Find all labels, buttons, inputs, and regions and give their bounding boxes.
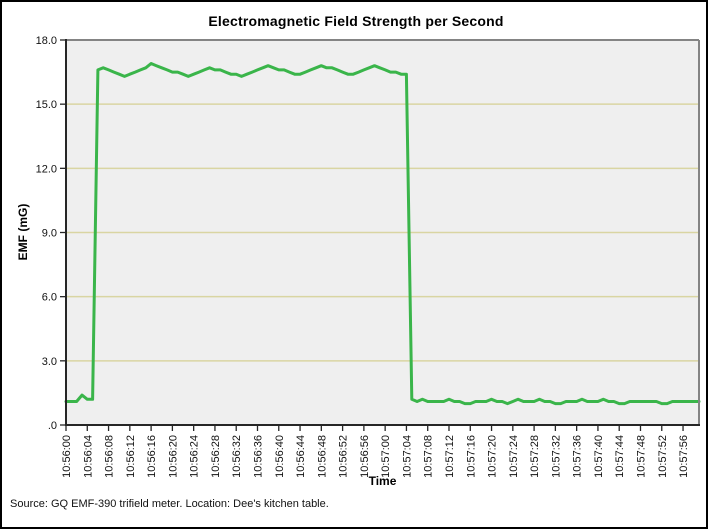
x-tick-label: 10:57:44 bbox=[614, 435, 626, 478]
x-tick-label: 10:57:40 bbox=[593, 435, 605, 478]
x-tick-label: 10:57:08 bbox=[423, 435, 435, 478]
y-tick-label: 12.0 bbox=[36, 163, 57, 175]
x-tick-label: 10:57:24 bbox=[508, 435, 520, 478]
x-tick-label: 10:56:12 bbox=[125, 435, 137, 478]
x-tick-label: 10:56:16 bbox=[146, 435, 158, 478]
y-tick-label: 3.0 bbox=[42, 356, 57, 368]
x-tick-label: 10:57:20 bbox=[487, 435, 499, 478]
x-tick-label: 10:57:04 bbox=[401, 435, 413, 478]
x-tick-label: 10:57:16 bbox=[465, 435, 477, 478]
x-tick-label: 10:56:40 bbox=[274, 435, 286, 478]
y-tick-label: 18.0 bbox=[36, 35, 57, 47]
y-tick-label: 9.0 bbox=[42, 228, 57, 240]
y-tick-label: .0 bbox=[48, 420, 57, 432]
y-tick-label: 6.0 bbox=[42, 292, 57, 304]
x-tick-label: 10:56:08 bbox=[104, 435, 116, 478]
x-tick-label: 10:57:56 bbox=[678, 435, 690, 478]
x-tick-label: 10:57:00 bbox=[380, 435, 392, 478]
x-axis-title: Time bbox=[368, 474, 397, 488]
x-tick-label: 10:57:12 bbox=[444, 435, 456, 478]
x-tick-label: 10:56:44 bbox=[295, 435, 307, 478]
source-note: Source: GQ EMF-390 trifield meter. Locat… bbox=[10, 498, 329, 510]
x-tick-label: 10:57:28 bbox=[529, 435, 541, 478]
x-tick-label: 10:57:32 bbox=[550, 435, 562, 478]
x-tick-label: 10:56:00 bbox=[61, 435, 73, 478]
x-tick-label: 10:56:56 bbox=[359, 435, 371, 478]
chart-title: Electromagnetic Field Strength per Secon… bbox=[208, 13, 504, 29]
x-tick-label: 10:57:52 bbox=[657, 435, 669, 478]
x-tick-label: 10:56:48 bbox=[316, 435, 328, 478]
x-tick-label: 10:56:28 bbox=[210, 435, 222, 478]
x-tick-label: 10:56:32 bbox=[231, 435, 243, 478]
x-tick-label: 10:56:36 bbox=[252, 435, 264, 478]
y-tick-label: 15.0 bbox=[36, 99, 57, 111]
x-tick-label: 10:57:48 bbox=[635, 435, 647, 478]
x-tick-label: 10:56:20 bbox=[167, 435, 179, 478]
x-tick-label: 10:57:36 bbox=[572, 435, 584, 478]
x-tick-label: 10:56:52 bbox=[338, 435, 350, 478]
x-tick-label: 10:56:24 bbox=[189, 435, 201, 478]
x-tick-label: 10:56:04 bbox=[82, 435, 94, 478]
emf-line bbox=[64, 62, 701, 406]
